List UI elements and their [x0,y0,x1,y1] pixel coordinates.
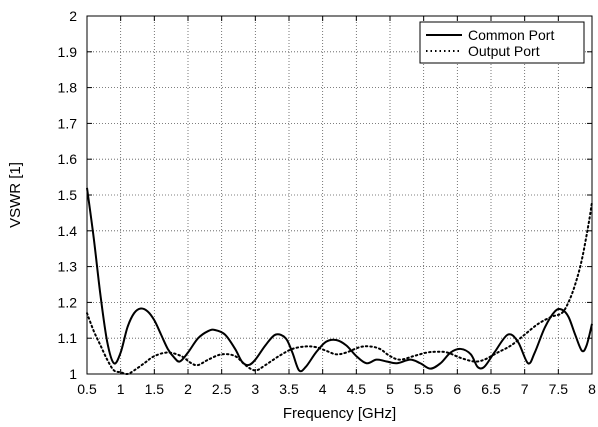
x-tick-label: 4.5 [347,381,367,397]
x-tick-label: 2.5 [212,381,232,397]
x-tick-label: 7.5 [549,381,569,397]
legend-label-common-port: Common Port [468,27,554,43]
grid [87,16,592,374]
y-tick-label: 1.3 [58,259,78,275]
series-line-output-port [86,201,593,376]
y-tick-label: 1 [69,366,77,382]
x-tick-label: 8 [588,381,596,397]
x-tick-label: 5 [386,381,394,397]
y-tick-label: 1.6 [58,151,78,167]
legend: Common Port Output Port [419,21,585,64]
y-tick-label: 1.1 [58,330,78,346]
x-tick-label: 3.5 [279,381,299,397]
x-axis-label: Frequency [GHz] [283,405,396,422]
ticks: 0.5 1 1.5 2 2.5 3 3.5 4 4.5 5 5.5 6 6.5 7 7.5 811.11.21… [58,8,597,397]
x-tick-label: 1 [117,381,125,397]
x-tick-label: 4 [319,381,327,397]
legend-label-output-port: Output Port [468,43,540,59]
x-tick-label: 0.5 [77,381,97,397]
x-tick-label: 3 [251,381,259,397]
x-tick-label: 7 [521,381,529,397]
series-line-common-port [86,187,593,373]
y-axis-label: VSWR [1] [7,162,24,228]
y-tick-label: 2 [69,8,77,24]
series-layer [86,187,593,376]
y-tick-label: 1.5 [58,187,78,203]
x-tick-label: 6 [453,381,461,397]
x-tick-label: 1.5 [145,381,165,397]
x-tick-label: 2 [184,381,192,397]
legend-box [419,21,585,64]
y-tick-label: 1.2 [58,294,78,310]
y-tick-label: 1.9 [58,44,78,60]
y-tick-label: 1.7 [58,115,78,131]
y-tick-label: 1.8 [58,80,78,96]
y-tick-label: 1.4 [58,223,78,239]
x-tick-label: 5.5 [414,381,434,397]
x-tick-label: 6.5 [481,381,501,397]
